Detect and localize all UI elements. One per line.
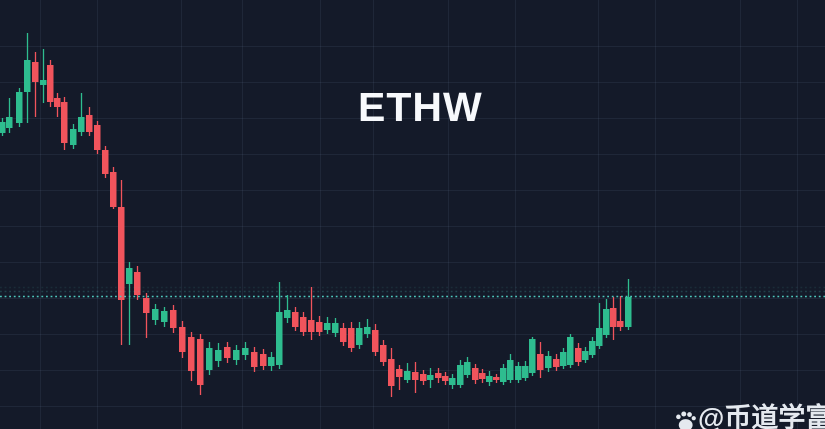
paw-icon (676, 411, 696, 429)
watermark-text: @币道学富 (698, 403, 825, 429)
watermark: @币道学富 (674, 405, 825, 429)
symbol-title: ETHW (358, 84, 483, 130)
